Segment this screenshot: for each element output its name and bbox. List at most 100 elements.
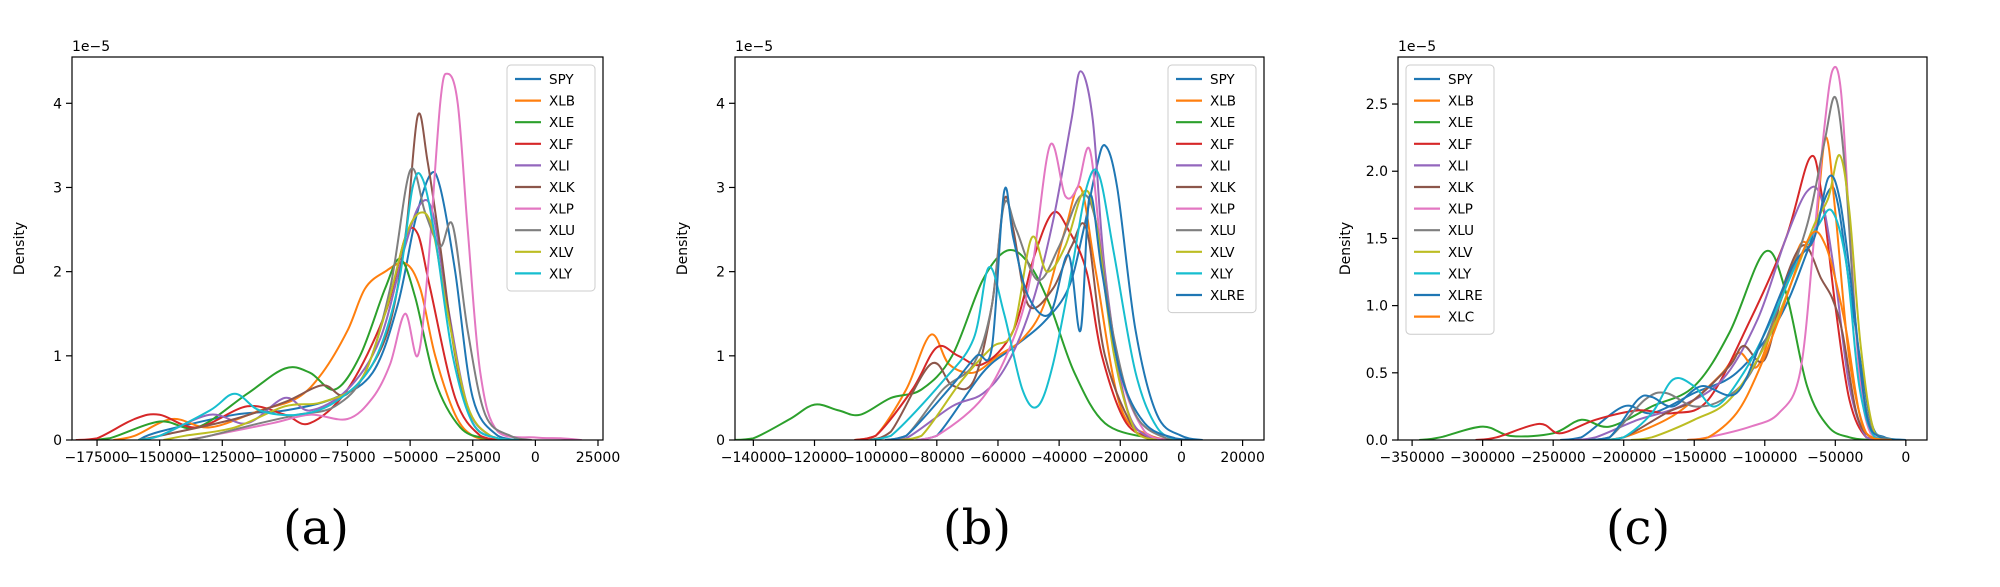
y-tick-label: 2: [53, 265, 62, 281]
legend-label: XLU: [1210, 223, 1236, 239]
series-line-xlk: [869, 195, 1158, 440]
y-tick-label: 0.0: [1366, 433, 1388, 449]
legend: SPY XLB XLE XLF XLI XLK XLP XLU XLV XLY: [506, 64, 596, 292]
series-line-xli: [885, 70, 1173, 440]
x-tick-label: 25000: [576, 450, 621, 466]
x-tick-label: −350000: [1380, 450, 1445, 466]
y-tick-label: 1: [716, 349, 725, 365]
x-tick-label: −175000: [64, 450, 129, 466]
x-tick-label: −100000: [843, 450, 908, 466]
legend-item-xlb: XLB: [1414, 94, 1474, 110]
y-tick-label: 1.0: [1366, 299, 1388, 315]
legend-label: XLI: [1448, 158, 1469, 174]
x-tick-label: −40000: [1031, 450, 1087, 466]
series-group: [75, 72, 582, 440]
y-multiplier-label: 1e−5: [1398, 39, 1436, 55]
series-line-xlre: [884, 186, 1197, 440]
x-tick-label: −100000: [252, 450, 317, 466]
series-line-xli: [1574, 185, 1888, 440]
legend-label: XLI: [1210, 158, 1231, 174]
legend-item-xlp: XLP: [1176, 202, 1235, 218]
legend-item-xlu: XLU: [1414, 223, 1474, 239]
panel-caption-a: (a): [282, 500, 350, 556]
legend-label: XLP: [549, 202, 574, 218]
legend-item-xlu: XLU: [515, 223, 575, 239]
x-tick-label: −140000: [721, 450, 786, 466]
legend-label: XLE: [1448, 115, 1473, 131]
x-tick-label: 0: [1901, 450, 1910, 466]
legend-label: XLV: [1210, 245, 1235, 261]
legend-item-xli: XLI: [515, 158, 570, 174]
y-tick-label: 3: [53, 180, 62, 196]
legend-item-xlb: XLB: [1176, 94, 1236, 110]
legend-item-xle: XLE: [1414, 115, 1473, 131]
series-group: [1419, 66, 1906, 440]
legend-item-xli: XLI: [1176, 158, 1231, 174]
plot-frame: [1397, 56, 1928, 441]
x-tick-label: −300000: [1450, 450, 1515, 466]
series-line-xlf: [1475, 154, 1888, 440]
legend-item-xlp: XLP: [515, 202, 574, 218]
y-axis-label: Density: [1338, 222, 1354, 275]
x-tick-label: −60000: [970, 450, 1026, 466]
series-line-xlp: [188, 72, 582, 440]
series-line-xlb: [113, 261, 495, 440]
legend-item-xlf: XLF: [1414, 137, 1473, 153]
legend-item-xle: XLE: [515, 115, 574, 131]
series-line-xly: [1602, 208, 1897, 440]
x-tick-label: −120000: [782, 450, 847, 466]
x-tick-label: −125000: [190, 450, 255, 466]
y-tick-label: 2.0: [1366, 164, 1388, 180]
x-tick-label: −150000: [1662, 450, 1727, 466]
legend-label: XLY: [1448, 266, 1472, 282]
chart-panel-c: −350000 −300000 −250000 −200000 −150000 −1000…: [1338, 39, 1928, 466]
legend-label: XLE: [1210, 115, 1235, 131]
chart-panel-a: −175000−150000−125000−100000 −75000 −50000…: [12, 39, 620, 466]
series-line-spy: [137, 171, 520, 440]
series-line-xlv: [900, 189, 1158, 440]
legend-item-xly: XLY: [1414, 266, 1472, 282]
legend-label: XLK: [1448, 180, 1475, 196]
legend-item-xlv: XLV: [1176, 245, 1235, 261]
legend-item-xlf: XLF: [1176, 137, 1235, 153]
legend-item-xlv: XLV: [515, 245, 574, 261]
y-tick-label: 0.5: [1366, 366, 1388, 382]
series-line-xlu: [188, 167, 532, 440]
legend-label: XLU: [549, 223, 575, 239]
legend-item-xlf: XLF: [515, 137, 574, 153]
y-tick-label: 3: [716, 180, 725, 196]
legend-box: [1405, 64, 1495, 335]
legend-item-xly: XLY: [1176, 266, 1234, 282]
x-tick-label: −75000: [319, 450, 375, 466]
series-group: [735, 70, 1203, 440]
legend-item-spy: SPY: [1176, 72, 1235, 88]
x-tick-label: −250000: [1521, 450, 1586, 466]
legend-label: XLI: [549, 158, 570, 174]
panel-caption-c: (c): [1605, 500, 1671, 556]
legend-label: XLK: [549, 180, 576, 196]
legend-item-xlk: XLK: [515, 180, 576, 196]
legend-label: XLC: [1448, 310, 1474, 326]
x-tick-label: −50000: [1807, 450, 1863, 466]
series-line-xlv: [1630, 154, 1897, 440]
x-axis: −140000−120000−100000 −80000 −60000 −40000−…: [721, 440, 1265, 466]
series-line-xlb: [854, 185, 1173, 440]
legend-label: XLY: [1210, 266, 1234, 282]
y-tick-label: 0: [53, 433, 62, 449]
legend-label: XLP: [1448, 202, 1473, 218]
legend-label: XLB: [1210, 94, 1236, 110]
x-tick-label: 0: [1177, 450, 1186, 466]
x-tick-label: −50000: [382, 450, 438, 466]
legend-item-xly: XLY: [515, 266, 573, 282]
legend-label: XLY: [549, 266, 573, 282]
legend-item-xlu: XLU: [1176, 223, 1236, 239]
legend-label: SPY: [1448, 72, 1473, 88]
panel-caption-b: (b): [942, 500, 1012, 556]
legend-item-xlp: XLP: [1414, 202, 1473, 218]
x-axis: −175000−150000−125000−100000 −75000 −50000…: [64, 440, 620, 466]
legend-label: XLF: [549, 137, 574, 153]
legend-label: XLF: [1210, 137, 1235, 153]
legend-item-xlk: XLK: [1414, 180, 1475, 196]
x-axis: −350000 −300000 −250000 −200000 −150000 −1000…: [1380, 440, 1910, 466]
series-line-xle: [1419, 249, 1871, 440]
